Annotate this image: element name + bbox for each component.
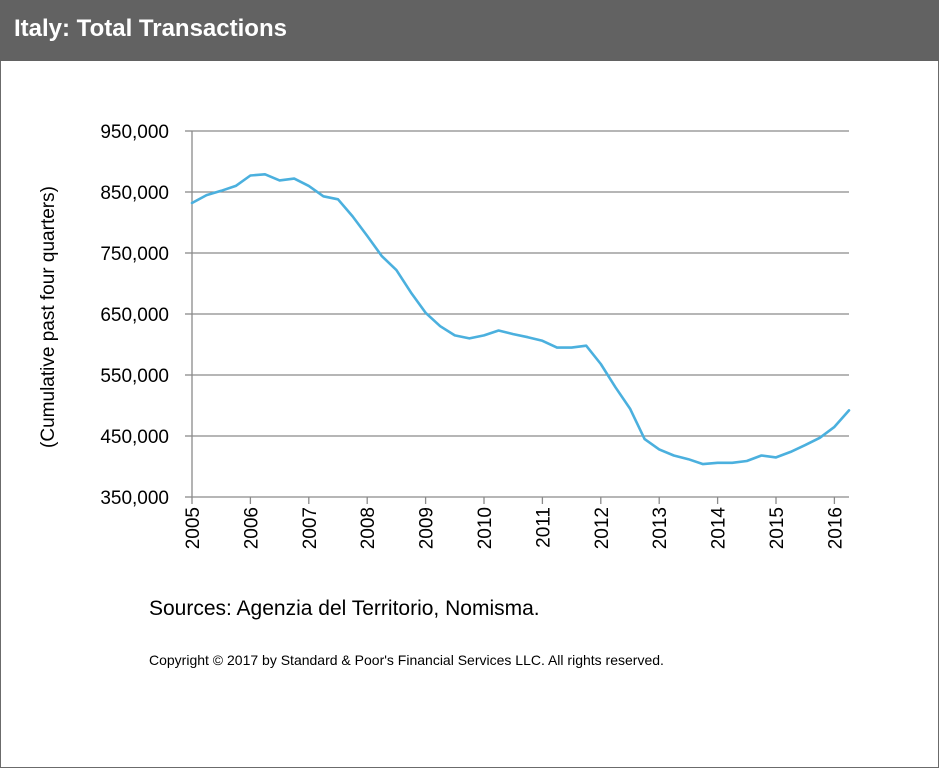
chart-title: Italy: Total Transactions — [14, 15, 287, 42]
x-tick-label: 2015 — [767, 507, 788, 549]
copyright-note: Copyright © 2017 by Standard & Poor's Fi… — [149, 652, 664, 668]
series-line — [190, 173, 851, 466]
y-tick-label: 950,000 — [100, 122, 169, 143]
y-axis-label: (Cumulative past four quarters) — [38, 186, 59, 448]
x-tick-label: 2013 — [650, 507, 671, 549]
x-tick-label: 2006 — [241, 507, 262, 549]
y-tick-label: 450,000 — [100, 427, 169, 448]
y-tick-label: 850,000 — [100, 183, 169, 204]
x-tick-label: 2008 — [358, 507, 379, 549]
y-tick-label: 650,000 — [100, 305, 169, 326]
x-tick-label: 2011 — [533, 507, 554, 548]
x-tick-label: 2012 — [592, 507, 613, 549]
x-tick-label: 2016 — [825, 507, 846, 549]
x-tick-label: 2010 — [475, 507, 496, 549]
y-tick-label: 350,000 — [100, 488, 169, 509]
y-tick-label: 550,000 — [100, 366, 169, 387]
x-tick-label: 2009 — [417, 507, 438, 549]
x-tick-label: 2005 — [183, 507, 204, 549]
y-tick-label: 750,000 — [100, 244, 169, 265]
x-tick-label: 2014 — [709, 507, 730, 550]
x-tick-label: 2007 — [300, 507, 321, 549]
chart-header: Italy: Total Transactions — [0, 0, 939, 61]
sources-note: Sources: Agenzia del Territorio, Nomisma… — [149, 597, 540, 620]
